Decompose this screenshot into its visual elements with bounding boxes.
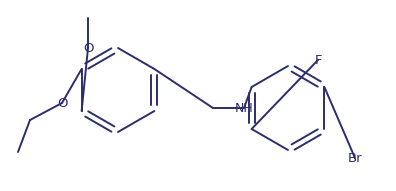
Text: Br: Br (348, 151, 362, 164)
Text: NH: NH (234, 101, 253, 114)
Text: O: O (83, 41, 93, 54)
Text: F: F (314, 53, 322, 66)
Text: O: O (57, 96, 67, 109)
